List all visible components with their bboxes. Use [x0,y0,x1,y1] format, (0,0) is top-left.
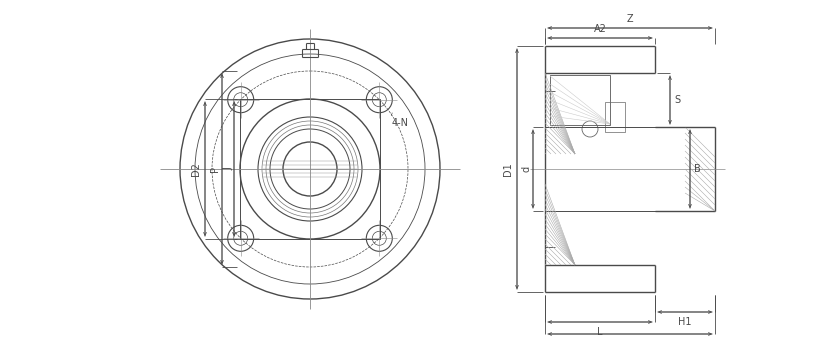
Text: J: J [223,168,233,170]
Text: P: P [210,166,220,172]
Text: d: d [521,166,531,172]
Text: H1: H1 [678,317,692,327]
Text: 4-N: 4-N [392,118,408,128]
Text: D1: D1 [503,162,513,176]
Text: L: L [597,327,603,337]
Text: D2: D2 [191,162,201,176]
Text: B: B [694,164,701,174]
Bar [240,99,380,239]
Bar [605,102,625,132]
Text: A2: A2 [593,24,606,34]
Bar [550,75,610,125]
Text: S: S [674,95,680,105]
Text: Z: Z [627,14,633,24]
